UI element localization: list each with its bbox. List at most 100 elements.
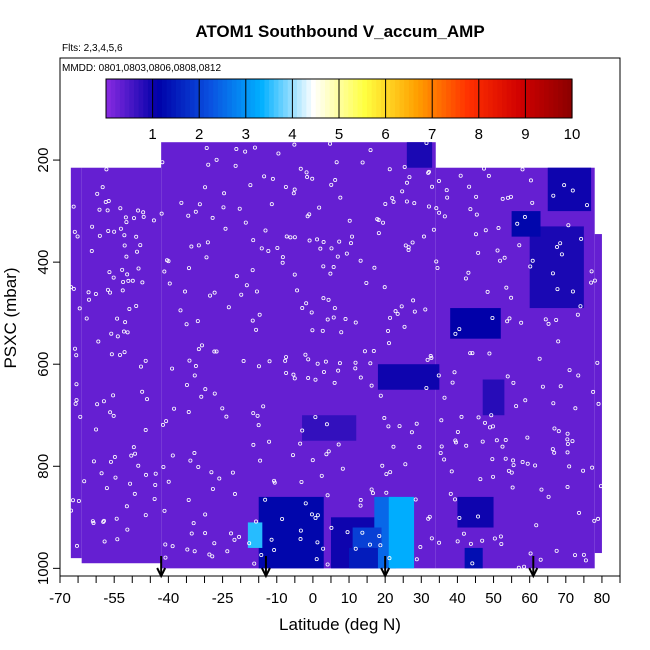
track-point — [97, 207, 102, 212]
track-point — [317, 205, 322, 210]
track-point — [283, 358, 288, 363]
flight-track-points — [68, 141, 603, 570]
track-point — [530, 200, 535, 205]
track-point — [114, 516, 119, 521]
track-point — [170, 366, 175, 371]
track-point — [450, 380, 455, 385]
track-point — [395, 311, 400, 316]
track-point — [254, 289, 259, 294]
colorbar-swatch — [390, 79, 396, 118]
colorbar-swatch — [147, 79, 154, 118]
track-point — [241, 359, 246, 364]
track-point — [336, 442, 341, 447]
track-point — [195, 319, 200, 324]
track-point — [162, 269, 167, 274]
track-point — [579, 236, 584, 241]
track-point — [94, 427, 99, 432]
track-point — [368, 148, 373, 153]
track-point — [468, 351, 473, 356]
track-point — [315, 361, 320, 366]
track-point — [449, 469, 454, 474]
track-point — [251, 411, 256, 416]
track-point — [581, 468, 586, 473]
track-point — [153, 482, 158, 487]
colorbar-swatch — [408, 79, 415, 118]
track-point — [97, 233, 102, 238]
track-point — [237, 206, 242, 211]
colorbar-swatch — [143, 79, 149, 118]
track-point — [221, 205, 226, 210]
colorbar-swatch — [450, 79, 457, 118]
track-point — [500, 444, 505, 449]
track-point — [136, 266, 141, 271]
track-point — [69, 508, 74, 513]
colorbar-swatch — [404, 79, 410, 118]
track-point — [499, 541, 504, 546]
track-point — [320, 328, 325, 333]
colorbar-swatch — [469, 79, 475, 118]
heatmap-cell — [377, 364, 440, 390]
track-point — [592, 278, 597, 283]
colorbar-swatch — [194, 79, 200, 118]
track-point — [82, 479, 87, 484]
track-point — [292, 376, 297, 381]
x-tick-label: 70 — [557, 590, 574, 607]
colorbar-swatch — [436, 79, 443, 118]
track-point — [455, 429, 460, 434]
track-point — [452, 370, 457, 375]
track-point — [523, 398, 528, 403]
heatmap-cell — [247, 522, 263, 548]
track-point — [73, 401, 78, 406]
track-point — [486, 173, 491, 178]
track-point — [525, 435, 530, 440]
track-point — [598, 484, 603, 489]
track-point — [300, 306, 305, 311]
track-point — [414, 421, 419, 426]
track-point — [209, 470, 214, 475]
track-point — [321, 369, 326, 374]
track-point — [444, 188, 449, 193]
track-point — [127, 306, 132, 311]
track-point — [439, 418, 444, 423]
track-point — [520, 167, 525, 172]
track-point — [554, 317, 559, 322]
track-point — [505, 319, 510, 324]
track-point — [212, 541, 217, 546]
track-point — [414, 557, 419, 562]
track-point — [292, 142, 297, 147]
colorbar-swatch — [474, 79, 480, 118]
track-point — [243, 220, 248, 225]
track-point — [267, 359, 272, 364]
colorbar-swatch — [325, 79, 331, 118]
colorbar-swatch — [175, 79, 182, 118]
colorbar-swatch — [287, 79, 293, 118]
track-point — [534, 523, 539, 528]
y-axis-label: PSXC (mbar) — [1, 267, 20, 368]
track-point — [483, 228, 488, 233]
track-point — [565, 431, 570, 436]
x-tick-label: -40 — [158, 590, 180, 607]
track-point — [90, 519, 95, 524]
track-point — [229, 531, 234, 536]
track-point — [321, 264, 326, 269]
track-point — [232, 537, 237, 542]
track-point — [358, 258, 363, 263]
colorbar-swatch — [343, 79, 349, 118]
colorbar-swatch — [255, 79, 261, 118]
colorbar-swatch — [217, 79, 224, 118]
colorbar-swatch — [115, 79, 121, 118]
track-point — [448, 491, 453, 496]
x-axis: -70 -55 -40 -25 -10 0 10 20 30 40 50 60 70 80 — [49, 576, 621, 607]
track-point — [442, 395, 447, 400]
track-point — [178, 308, 183, 313]
track-point — [506, 468, 511, 473]
track-point — [445, 195, 450, 200]
colorbar-swatch — [180, 79, 186, 118]
track-point — [144, 472, 149, 477]
track-point — [257, 312, 262, 317]
track-point — [589, 280, 594, 285]
colorbar-swatch — [432, 79, 438, 118]
track-point — [480, 538, 485, 543]
track-point — [425, 357, 430, 362]
x-tick-label: 20 — [377, 590, 394, 607]
